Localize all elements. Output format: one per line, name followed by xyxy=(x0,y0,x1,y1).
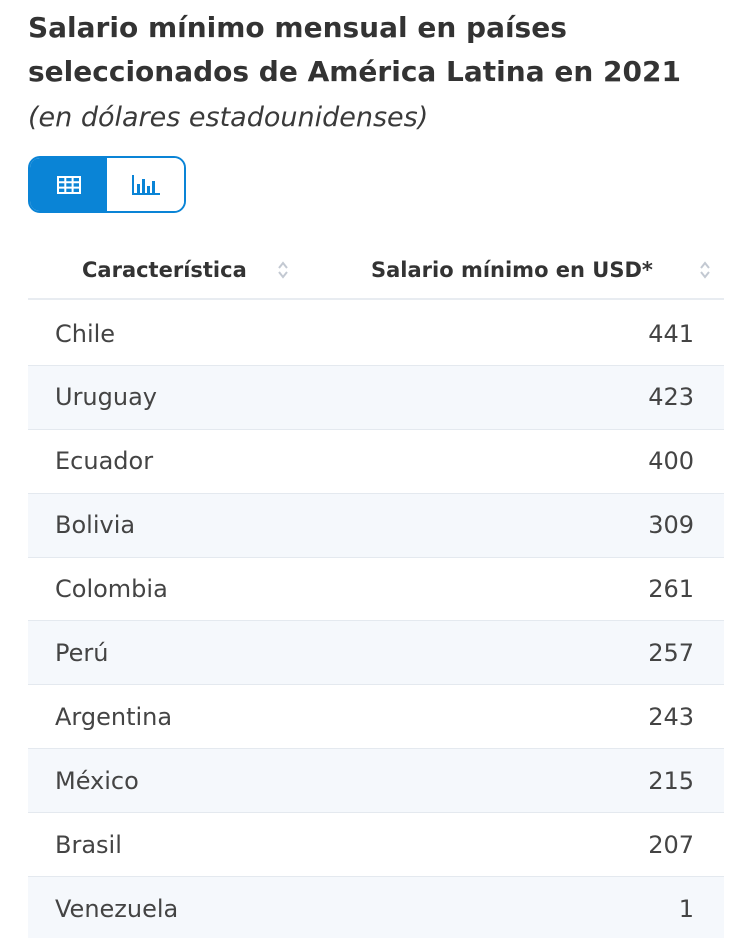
table-row: Chile 441 xyxy=(28,302,724,366)
table-icon xyxy=(56,175,81,194)
country-cell: Bolivia xyxy=(55,511,136,540)
table-row: Brasil 207 xyxy=(28,813,724,878)
table-row: Ecuador 400 xyxy=(28,430,724,494)
country-cell: Brasil xyxy=(55,830,122,859)
table-row: Uruguay 423 xyxy=(28,365,724,430)
salary-cell: 423 xyxy=(648,383,694,412)
table-view-button[interactable] xyxy=(30,158,107,211)
country-cell: Venezuela xyxy=(55,894,179,923)
table-row: Colombia 261 xyxy=(28,558,724,622)
view-toggle xyxy=(28,156,186,213)
salary-cell: 400 xyxy=(648,447,694,476)
salary-cell: 215 xyxy=(648,766,694,795)
sort-icon[interactable] xyxy=(277,260,289,280)
table-row: Venezuela 1 xyxy=(28,877,724,938)
column-header-country[interactable]: Característica xyxy=(82,258,247,282)
salary-cell: 261 xyxy=(648,575,694,604)
country-cell: Ecuador xyxy=(55,447,154,476)
table-header: Característica Salario mínimo en USD* xyxy=(28,240,724,300)
salary-cell: 243 xyxy=(648,702,694,731)
country-cell: México xyxy=(55,766,139,795)
country-cell: Perú xyxy=(55,638,109,667)
page-title: Salario mínimo mensual en países selecci… xyxy=(28,11,681,88)
salary-cell: 1 xyxy=(678,894,694,923)
sort-icon[interactable] xyxy=(699,260,711,280)
column-header-salary[interactable]: Salario mínimo en USD* xyxy=(371,258,653,282)
table-row: Perú 257 xyxy=(28,621,724,686)
salary-cell: 207 xyxy=(648,830,694,859)
table-row: México 215 xyxy=(28,749,724,814)
country-cell: Colombia xyxy=(55,575,168,604)
country-cell: Chile xyxy=(55,319,116,348)
country-cell: Uruguay xyxy=(55,383,157,412)
chart-view-button[interactable] xyxy=(107,158,184,211)
table-row: Bolivia 309 xyxy=(28,493,724,558)
salary-cell: 441 xyxy=(648,319,694,348)
salary-cell: 257 xyxy=(648,638,694,667)
page-subtitle: (en dólares estadounidenses) xyxy=(28,102,429,133)
table-body: Chile 441 Uruguay 423 Ecuador 400 Bolivi… xyxy=(28,302,724,938)
country-cell: Argentina xyxy=(55,702,173,731)
salary-cell: 309 xyxy=(648,511,694,540)
bar-chart-icon xyxy=(131,174,160,195)
table-row: Argentina 243 xyxy=(28,685,724,750)
